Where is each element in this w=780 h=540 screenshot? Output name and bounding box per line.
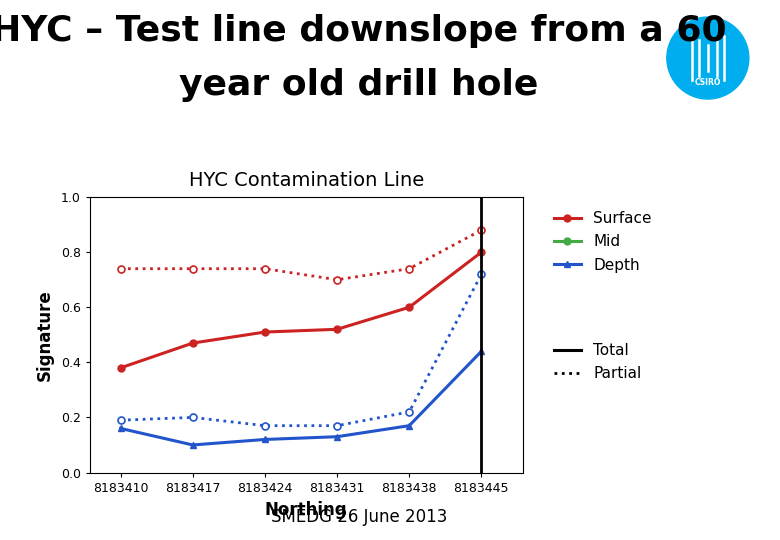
Text: HYC – Test line downslope from a 60: HYC – Test line downslope from a 60 xyxy=(0,14,727,48)
Circle shape xyxy=(667,17,749,99)
Y-axis label: Signature: Signature xyxy=(36,289,54,381)
Legend: Total, Partial: Total, Partial xyxy=(548,337,647,388)
X-axis label: Northing: Northing xyxy=(265,502,347,519)
Text: CSIRO: CSIRO xyxy=(695,78,721,87)
Text: SMEDG 26 June 2013: SMEDG 26 June 2013 xyxy=(271,509,447,526)
Text: year old drill hole: year old drill hole xyxy=(179,68,538,102)
Title: HYC Contamination Line: HYC Contamination Line xyxy=(189,171,424,190)
